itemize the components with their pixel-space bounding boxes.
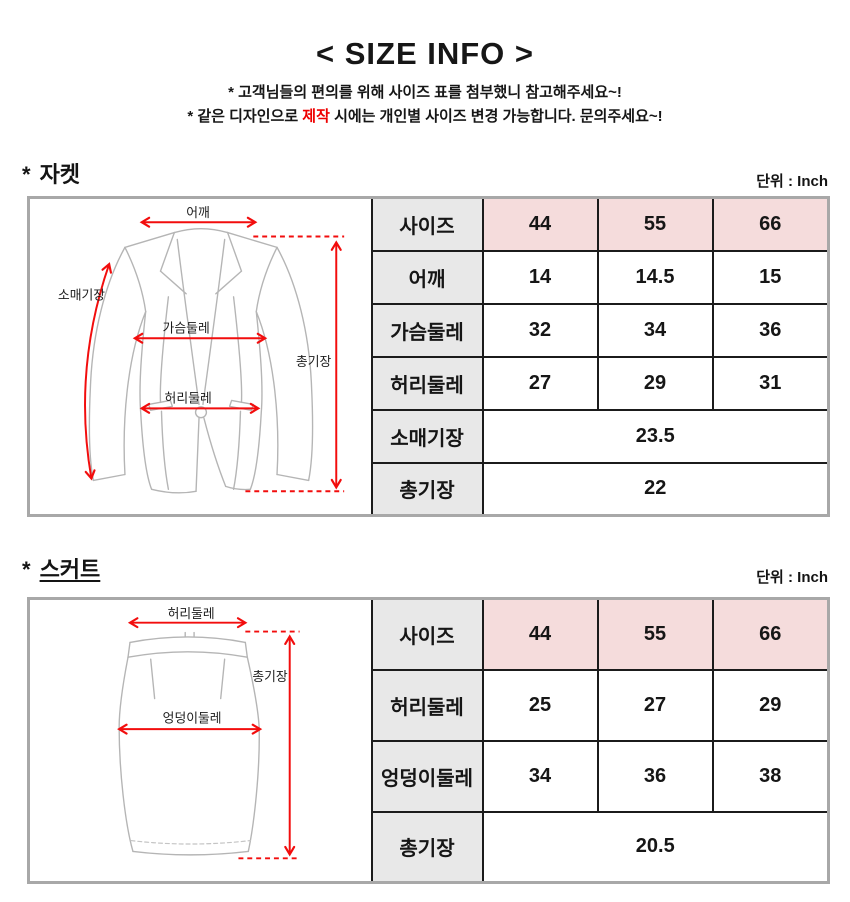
skirt-title-text: 스커트 [39,557,101,582]
row-label: 엉덩이둘레 [370,739,484,813]
skirt-left-dart [150,657,156,699]
jacket-title-text: 자켓 [39,162,81,187]
cell-value: 32 [481,302,599,358]
jacket-shoulder-label: 어깨 [186,204,210,219]
jacket-size-55: 55 [596,196,714,252]
jacket-line-art: 어깨 소매기장 가슴둘레 허리둘레 총기장 [58,204,345,494]
jacket-measurements [84,216,345,492]
subtitle2-highlight: 제작 [302,108,330,125]
subtitle2-before: * 같은 디자인으로 [187,108,303,125]
cell-value: 29 [711,668,830,742]
jacket-diagram-labels: 어깨 소매기장 가슴둘레 허리둘레 총기장 [58,204,332,405]
skirt-waist-label: 허리둘레 [168,605,215,620]
skirt-size-label-cell: 사이즈 [370,597,484,671]
skirt-diagram-cell: 허리둘레 엉덩이둘레 총기장 [27,597,373,884]
jacket-chest-label: 가슴둘레 [163,320,210,335]
cell-value: 15 [711,249,830,305]
jacket-row-chest: 가슴둘레 32 34 36 [29,302,830,358]
skirt-size-55: 55 [596,597,714,671]
skirt-diagram-labels: 허리둘레 엉덩이둘레 총기장 [163,605,288,725]
skirt-length-label: 총기장 [252,668,288,683]
row-label: 허리둘레 [370,355,484,411]
skirt-size-44: 44 [481,597,599,671]
skirt-line-art: 허리둘레 엉덩이둘레 총기장 [117,605,300,859]
cell-value: 34 [596,302,714,358]
row-label: 소매기장 [370,408,484,464]
cell-value: 14.5 [596,249,714,305]
skirt-row-hip: 엉덩이둘레 34 36 38 [29,739,830,813]
cell-value: 36 [711,302,830,358]
subtitle-line-1: * 고객님들의 편의를 위해 사이즈 표를 첨부했니 참고해주세요~! [228,84,622,101]
skirt-unit-label: 단위 : Inch [756,569,828,586]
skirt-hem-stitch [130,839,251,845]
skirt-header-row: 허리둘레 엉덩이둘레 총기장 사이즈 44 55 66 [27,597,830,884]
cell-value: 36 [596,739,714,813]
cell-span-value: 22 [481,461,830,517]
row-label: 허리둘레 [370,668,484,742]
row-label: 총기장 [370,810,484,884]
jacket-row-shoulder: 어깨 14 14.5 15 [29,249,830,305]
jacket-diagram-cell: 어깨 소매기장 가슴둘레 허리둘레 총기장 [27,196,373,517]
jacket-length-label: 총기장 [296,353,332,368]
cell-value: 14 [481,249,599,305]
cell-value: 38 [711,739,830,813]
row-label: 가슴둘레 [370,302,484,358]
jacket-unit-label: 단위 : Inch [756,173,828,190]
jacket-title-star: * [22,162,31,187]
jacket-row-waist: 허리둘레 27 29 31 [29,355,830,411]
jacket-row-sleeve: 소매기장 23.5 [29,408,830,464]
row-label: 총기장 [370,461,484,517]
cell-span-value: 23.5 [481,408,830,464]
jacket-header-row: 어깨 소매기장 가슴둘레 허리둘레 총기장 사이즈 44 55 66 [27,196,830,517]
cell-value: 25 [481,668,599,742]
jacket-size-table: 어깨 소매기장 가슴둘레 허리둘레 총기장 사이즈 44 55 66 어깨 14… [27,196,830,517]
cell-value: 29 [596,355,714,411]
skirt-right-dart [220,657,226,699]
page-title: < SIZE INFO > [316,36,534,71]
skirt-waistband-notch [184,631,195,637]
cell-value: 27 [596,668,714,742]
jacket-size-44: 44 [481,196,599,252]
cell-value: 31 [711,355,830,411]
jacket-section-title: * 자켓 [22,157,80,189]
skirt-measurements [117,616,300,859]
skirt-size-table: 허리둘레 엉덩이둘레 총기장 사이즈 44 55 66 허리둘레 25 27 2… [27,597,830,884]
subtitle2-after: 시에는 개인별 사이즈 변경 가능합니다. 문의주세요~! [329,108,663,125]
skirt-row-waist: 허리둘레 25 27 29 [29,668,830,742]
row-label: 어깨 [370,249,484,305]
skirt-section-title: * 스커트 [22,552,100,584]
skirt-row-length: 총기장 20.5 [29,810,830,884]
subtitle-line-2: * 같은 디자인으로 제작 시에는 개인별 사이즈 변경 가능합니다. 문의주세… [0,105,850,126]
cell-span-value: 20.5 [481,810,830,884]
skirt-title-star: * [22,557,31,582]
jacket-sleeve-label: 소매기장 [58,287,105,302]
skirt-outline [118,631,260,856]
jacket-outline [88,227,314,494]
skirt-hip-label: 엉덩이둘레 [163,710,222,725]
cell-value: 34 [481,739,599,813]
jacket-row-length: 총기장 22 [29,461,830,517]
jacket-sleeve-arrow [84,261,113,481]
jacket-waist-label: 허리둘레 [165,390,212,405]
jacket-size-66: 66 [711,196,830,252]
cell-value: 27 [481,355,599,411]
jacket-size-label-cell: 사이즈 [370,196,484,252]
skirt-size-66: 66 [711,597,830,671]
